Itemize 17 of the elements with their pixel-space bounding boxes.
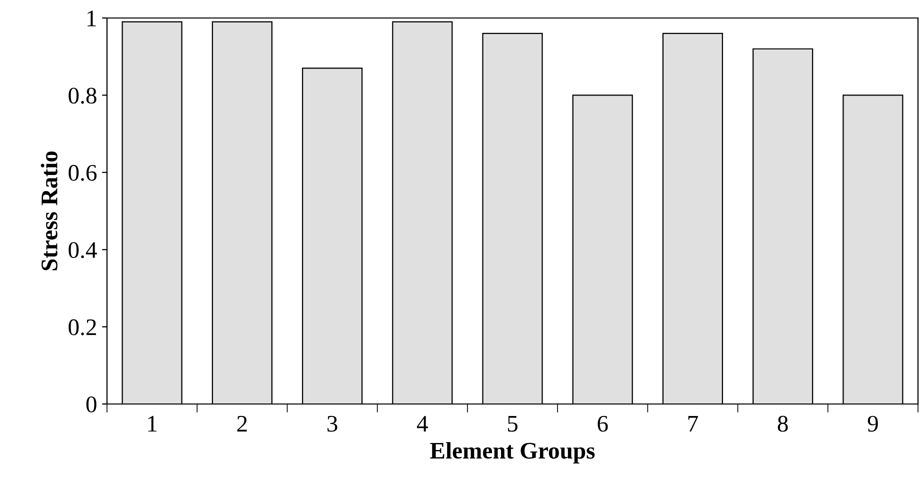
x-tick-label: 1 — [148, 416, 157, 432]
y-axis-title: Stress Ratio — [40, 151, 58, 270]
y-tick-label: 0.2 — [68, 319, 96, 336]
x-tick-label: 9 — [868, 416, 878, 432]
x-tick-label: 7 — [688, 416, 698, 432]
x-tick-label: 5 — [508, 416, 518, 432]
x-tick-label: 2 — [237, 416, 247, 432]
x-axis-title: Element Groups — [430, 442, 595, 464]
y-tick-label: 0 — [86, 396, 96, 412]
x-tick-label: 4 — [416, 416, 428, 432]
y-tick-label: 0.4 — [68, 242, 97, 258]
y-tick-label: 0.8 — [68, 88, 96, 104]
x-tick-label: 8 — [778, 416, 788, 432]
y-tick-label: 0.6 — [68, 164, 97, 181]
x-tick-label: 6 — [598, 416, 608, 432]
y-tick-label: 1 — [88, 10, 96, 26]
x-tick-label: 3 — [328, 416, 338, 432]
